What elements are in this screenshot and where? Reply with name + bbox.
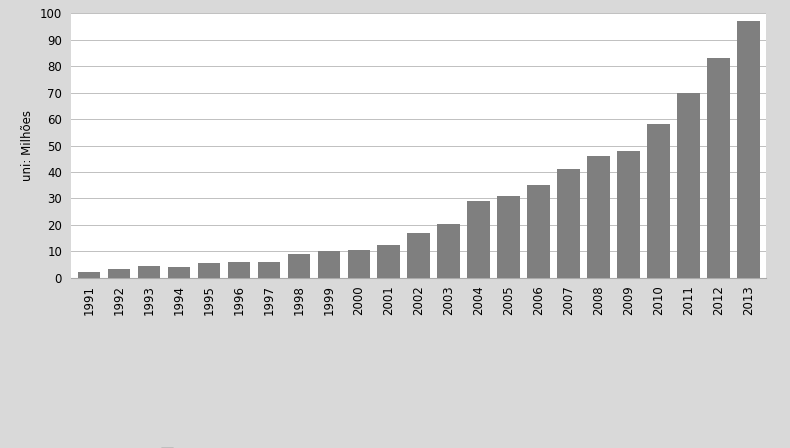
Bar <box>348 250 370 278</box>
Bar <box>408 233 430 278</box>
Bar <box>527 185 550 278</box>
Bar <box>707 58 730 278</box>
Bar <box>737 22 759 278</box>
Bar <box>258 262 280 278</box>
Bar <box>167 267 190 278</box>
Bar <box>677 93 700 278</box>
Bar <box>587 156 610 278</box>
Bar <box>557 169 580 278</box>
Bar <box>647 125 670 278</box>
Bar <box>438 224 460 278</box>
Bar <box>318 251 340 278</box>
Bar <box>228 262 250 278</box>
Bar <box>78 272 100 278</box>
Bar <box>107 268 130 278</box>
Y-axis label: uni: Milhões: uni: Milhões <box>21 110 34 181</box>
Bar <box>617 151 640 278</box>
Bar <box>288 254 310 278</box>
Bar <box>468 201 490 278</box>
Bar <box>378 245 400 278</box>
Bar <box>198 263 220 278</box>
Bar <box>498 196 520 278</box>
Bar <box>137 266 160 278</box>
